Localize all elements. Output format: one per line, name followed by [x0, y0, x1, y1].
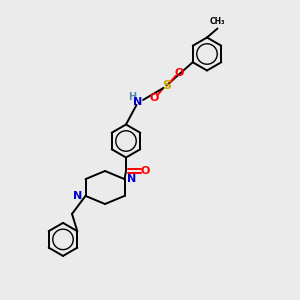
Text: N: N — [73, 191, 83, 201]
Text: S: S — [162, 79, 171, 92]
Text: N: N — [128, 174, 137, 184]
Text: CH₃: CH₃ — [210, 17, 225, 26]
Text: O: O — [174, 68, 184, 78]
Text: O: O — [141, 166, 150, 176]
Text: O: O — [149, 93, 159, 103]
Text: N: N — [133, 97, 142, 107]
Text: H: H — [128, 92, 137, 102]
